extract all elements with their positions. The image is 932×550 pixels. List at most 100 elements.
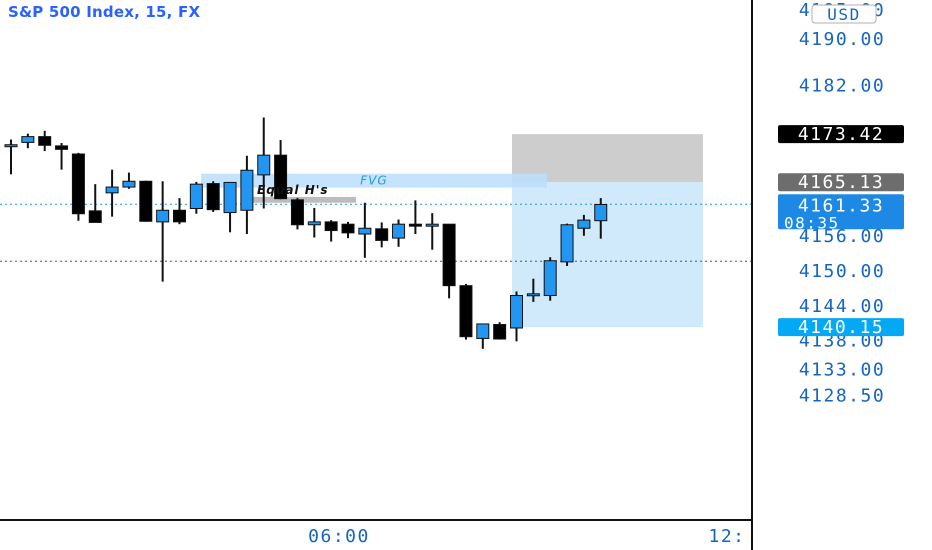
entry-price-badge[interactable]: 4165.13 xyxy=(778,172,904,193)
candle[interactable] xyxy=(560,223,574,266)
candle[interactable] xyxy=(594,198,608,239)
stop-price-badge-bg xyxy=(778,125,904,144)
candle-body xyxy=(307,221,321,226)
candle-body xyxy=(560,224,574,263)
candle[interactable] xyxy=(526,278,540,302)
candle-body xyxy=(156,209,170,223)
time-tick-label: 06:00 xyxy=(308,526,370,547)
candle[interactable] xyxy=(307,207,321,238)
candle[interactable] xyxy=(442,223,456,299)
fvg-label: FVG xyxy=(360,174,387,188)
candle[interactable] xyxy=(543,257,557,301)
candle[interactable] xyxy=(139,180,153,222)
price-tick-label: 4182.00 xyxy=(799,75,885,96)
equal-highs-zone[interactable] xyxy=(252,196,356,203)
time-axis-ticks[interactable]: 06:00 12: xyxy=(308,526,745,547)
candle[interactable] xyxy=(206,181,220,212)
candle[interactable] xyxy=(105,169,119,217)
candle-body xyxy=(425,223,439,227)
candle[interactable] xyxy=(38,130,52,152)
candle-body xyxy=(55,145,69,150)
candle-body xyxy=(442,223,456,287)
candle-body xyxy=(459,285,473,338)
currency-badge-bg xyxy=(811,4,877,24)
candle[interactable] xyxy=(55,142,69,170)
candle-body xyxy=(88,210,102,223)
symbol-title[interactable]: S&P 500 Index, 15, FX xyxy=(8,3,201,21)
candle-body xyxy=(392,223,406,239)
axes: 4195.004190.004182.004156.004150.004144.… xyxy=(0,0,885,550)
zones-layer xyxy=(201,134,703,328)
candle[interactable] xyxy=(290,198,304,230)
price-tick-label: 4128.50 xyxy=(799,386,885,407)
entry-price-label: 4165.13 xyxy=(798,172,884,193)
price-tick-label: 4150.00 xyxy=(799,261,885,282)
candle-body xyxy=(223,181,237,214)
candle[interactable] xyxy=(173,198,186,225)
stop-price-label: 4173.42 xyxy=(798,124,884,145)
target-price-badge[interactable]: 4140.15 xyxy=(778,317,904,338)
candle[interactable] xyxy=(324,220,338,242)
candle[interactable] xyxy=(358,202,372,258)
candle-body xyxy=(577,219,591,229)
price-tick-label: 4156.00 xyxy=(799,226,885,247)
last-price-label: 4161.33 xyxy=(798,195,884,216)
candle[interactable] xyxy=(392,219,406,247)
target-price-label: 4140.15 xyxy=(798,317,884,338)
candle-body xyxy=(341,223,355,234)
annotations: FVG Equal H's xyxy=(257,174,387,197)
candle-body xyxy=(408,223,422,227)
candle[interactable] xyxy=(156,181,170,282)
candle[interactable] xyxy=(240,155,254,235)
candle[interactable] xyxy=(88,184,102,223)
price-axis-ticks[interactable]: 4195.004190.004182.004156.004150.004144.… xyxy=(799,0,885,407)
candle[interactable] xyxy=(341,221,355,239)
candle[interactable] xyxy=(493,322,507,340)
candle[interactable] xyxy=(577,214,591,236)
dotted-levels xyxy=(0,203,752,262)
price-tick-label: 4190.00 xyxy=(799,29,885,50)
candle[interactable] xyxy=(257,117,271,209)
candle[interactable] xyxy=(71,152,85,221)
candle-body xyxy=(38,136,52,146)
candle-body xyxy=(510,295,523,329)
candle[interactable] xyxy=(510,291,523,342)
candle-body xyxy=(173,209,186,223)
candle-body xyxy=(189,183,203,210)
candle-body xyxy=(122,180,136,188)
price-tick-label: 4133.00 xyxy=(799,360,885,381)
candle-body xyxy=(206,183,220,211)
equal-highs-label: Equal H's xyxy=(257,183,329,197)
stop-price-badge[interactable]: 4173.42 xyxy=(778,124,904,145)
target-price-badge-bg xyxy=(778,318,904,337)
candle[interactable] xyxy=(425,213,439,250)
candle[interactable] xyxy=(223,181,237,233)
candle-body xyxy=(274,154,288,200)
candle[interactable] xyxy=(408,200,422,235)
candle[interactable] xyxy=(122,172,136,189)
candle[interactable] xyxy=(4,139,18,175)
candle-body xyxy=(240,169,254,211)
candle[interactable] xyxy=(21,133,35,149)
candle[interactable] xyxy=(476,323,490,349)
candle-body xyxy=(493,324,507,340)
last-price-badge[interactable]: 4161.33 08:35 xyxy=(778,194,904,232)
currency-badge[interactable]: USD xyxy=(811,4,877,24)
candle[interactable] xyxy=(274,140,288,200)
candle-body xyxy=(71,153,85,215)
take-profit-zone[interactable] xyxy=(512,182,703,328)
candle[interactable] xyxy=(189,181,203,214)
price-badges: USD 4173.42 4165.13 4161.33 08:35 4140.1… xyxy=(778,4,904,338)
candle-body xyxy=(257,154,271,176)
candle[interactable] xyxy=(459,283,473,340)
candle-body xyxy=(139,180,153,222)
candle-body xyxy=(358,227,372,235)
candle-body xyxy=(476,323,490,339)
fvg-zone[interactable] xyxy=(201,173,547,188)
price-tick-label: 4144.00 xyxy=(799,296,885,317)
entry-price-badge-bg xyxy=(778,173,904,192)
candle[interactable] xyxy=(375,222,389,248)
candle-body xyxy=(526,293,540,297)
candle-body xyxy=(375,228,389,241)
